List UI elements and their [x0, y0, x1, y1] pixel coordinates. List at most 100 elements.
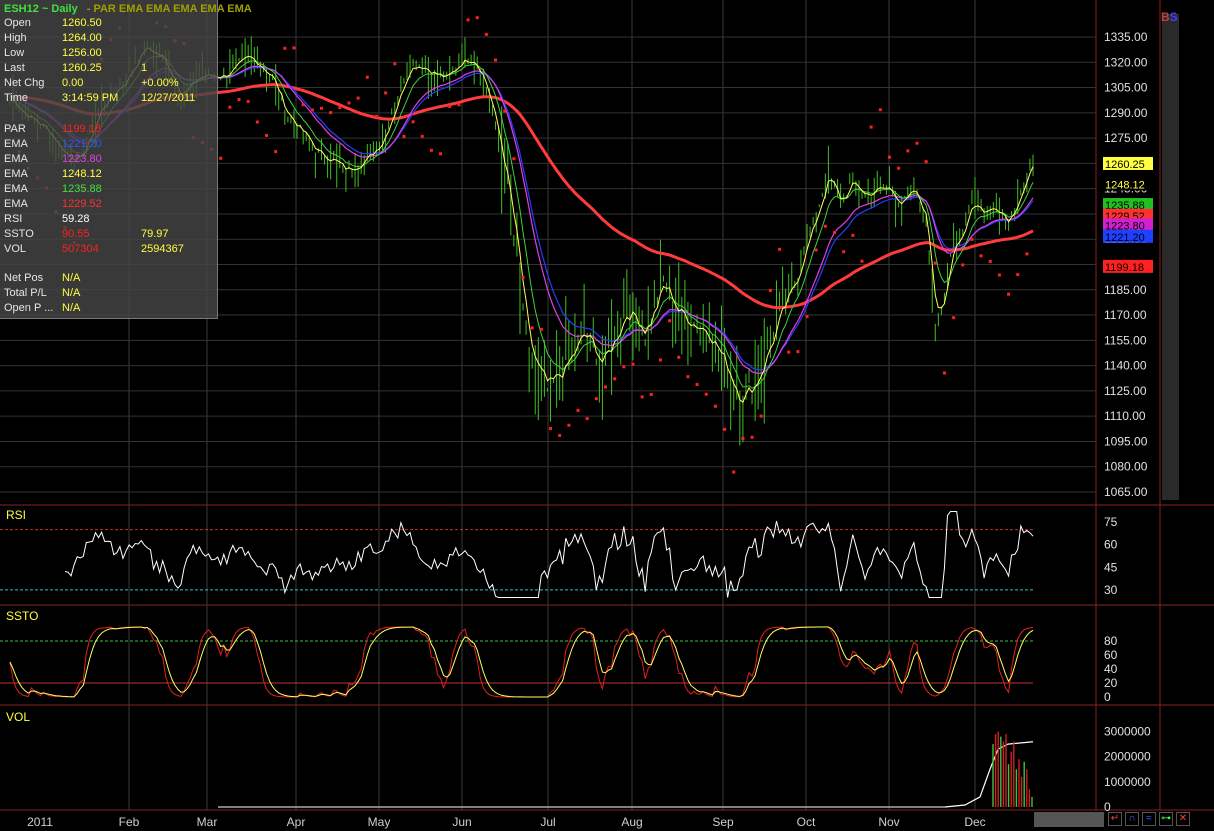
- info-label: EMA: [4, 198, 28, 210]
- info-value: 1229.52: [62, 198, 102, 210]
- sar-dot: [484, 32, 488, 36]
- month-label: Feb: [119, 815, 140, 829]
- price-label-bg: [1103, 259, 1153, 273]
- vol-avg-curve: [944, 741, 1034, 808]
- sar-dot: [512, 157, 516, 161]
- info-label: VOL: [4, 243, 27, 255]
- chart-header: ESH12 ~ Daily - PAR EMA EMA EMA EMA EMA: [4, 3, 252, 15]
- rsi-title: RSI: [6, 508, 26, 522]
- price-tick-label: 1290.00: [1104, 106, 1148, 120]
- month-label: 2011: [27, 815, 53, 829]
- sell-letter: S: [1169, 10, 1178, 24]
- month-label: Apr: [287, 815, 306, 829]
- info-value: 1199.18: [62, 123, 101, 135]
- sar-dot: [310, 108, 314, 112]
- info-extra: +0.00%: [141, 77, 179, 89]
- vol-tick-label: 3000000: [1104, 725, 1151, 739]
- sar-dot: [329, 111, 333, 115]
- info-label: SSTO: [4, 228, 34, 240]
- sar-dot: [521, 275, 525, 279]
- ssto-d-line: [9, 626, 1034, 698]
- info-value: 1221.20: [62, 138, 102, 150]
- sar-dot: [649, 392, 653, 396]
- info-value: 3:14:59 PM: [62, 92, 119, 104]
- rsi-tick-label: 30: [1104, 583, 1118, 597]
- sar-dot: [219, 156, 223, 160]
- sar-dot: [237, 97, 241, 101]
- sar-dot: [558, 433, 562, 437]
- sar-dot: [906, 149, 910, 153]
- sar-dot: [677, 355, 681, 359]
- sar-dot: [347, 101, 351, 105]
- rsi-tick-label: 60: [1104, 538, 1118, 552]
- sar-dot: [869, 125, 873, 129]
- sar-dot: [833, 230, 837, 234]
- scrollbar-track: [1162, 14, 1179, 500]
- price-tick-label: 1155.00: [1104, 333, 1147, 347]
- price-label-text: 1248.12: [1105, 179, 1145, 191]
- sar-dot: [613, 377, 617, 381]
- info-label: PAR: [4, 123, 26, 135]
- info-extra: 79.97: [141, 228, 169, 240]
- sar-dot: [713, 404, 717, 408]
- rsi-line: [64, 511, 1034, 598]
- price-label-bg: [1103, 177, 1153, 191]
- sar-dot: [420, 134, 424, 138]
- price-tick-label: 1275.00: [1104, 131, 1148, 145]
- sar-dot: [374, 114, 378, 118]
- sar-dot: [759, 414, 763, 418]
- close-icon[interactable]: ✕: [1176, 812, 1190, 826]
- sar-dot: [429, 148, 433, 152]
- sar-dot: [732, 470, 736, 474]
- sar-dot: [393, 62, 397, 66]
- zoom-in-icon[interactable]: ∩: [1125, 812, 1139, 826]
- info-extra: 12/27/2011: [141, 92, 196, 104]
- sar-dot: [842, 250, 846, 254]
- price-tick-label: 1080.00: [1104, 460, 1148, 474]
- sar-dot: [750, 435, 754, 439]
- sar-dot: [640, 395, 644, 399]
- buy-sell-indicator[interactable]: BS: [1161, 10, 1178, 24]
- sar-dot: [1007, 292, 1011, 296]
- arrow-left-icon[interactable]: ↵: [1108, 812, 1122, 826]
- price-tick-label: 1125.00: [1104, 384, 1147, 398]
- sar-dot: [723, 427, 727, 431]
- info-label: EMA: [4, 138, 28, 150]
- ssto-tick-label: 40: [1104, 662, 1118, 676]
- sar-dot: [961, 263, 965, 267]
- scroll-right-icon[interactable]: ⊶: [1159, 812, 1173, 826]
- info-value: N/A: [62, 272, 81, 284]
- ssto-tick-label: 60: [1104, 648, 1118, 662]
- sar-dot: [622, 365, 626, 369]
- info-label: Last: [4, 62, 25, 74]
- price-label-bg: [1103, 218, 1153, 232]
- sar-dot: [466, 18, 470, 22]
- sar-dot: [576, 408, 580, 412]
- month-label: Nov: [878, 815, 899, 829]
- info-label: Total P/L: [4, 287, 47, 299]
- info-label: EMA: [4, 183, 28, 195]
- sar-dot: [475, 16, 479, 20]
- sar-dot: [265, 133, 269, 137]
- sar-dot: [952, 316, 956, 320]
- price-label-text: 1223.80: [1105, 220, 1145, 232]
- price-tick-label: 1335.00: [1104, 30, 1148, 44]
- status-bar: [1034, 812, 1104, 827]
- vol-tick-label: 0: [1104, 800, 1111, 814]
- sar-dot: [603, 385, 607, 389]
- price-tick-label: 1065.00: [1104, 485, 1148, 499]
- month-label: Mar: [197, 815, 218, 829]
- zoom-out-icon[interactable]: ≈: [1142, 812, 1156, 826]
- ssto-k-line: [9, 626, 1034, 698]
- info-label: Net Chg: [4, 77, 45, 89]
- sar-dot: [503, 109, 507, 113]
- info-label: High: [4, 32, 27, 44]
- price-tick-label: 1320.00: [1104, 55, 1148, 69]
- month-label: Aug: [621, 815, 642, 829]
- vol-tick-label: 2000000: [1104, 750, 1151, 764]
- info-label: Low: [4, 47, 25, 59]
- info-label: Open P ...: [4, 302, 54, 314]
- buy-letter: B: [1161, 10, 1170, 24]
- info-value: 1248.12: [62, 168, 102, 180]
- rsi-tick-label: 45: [1104, 560, 1118, 574]
